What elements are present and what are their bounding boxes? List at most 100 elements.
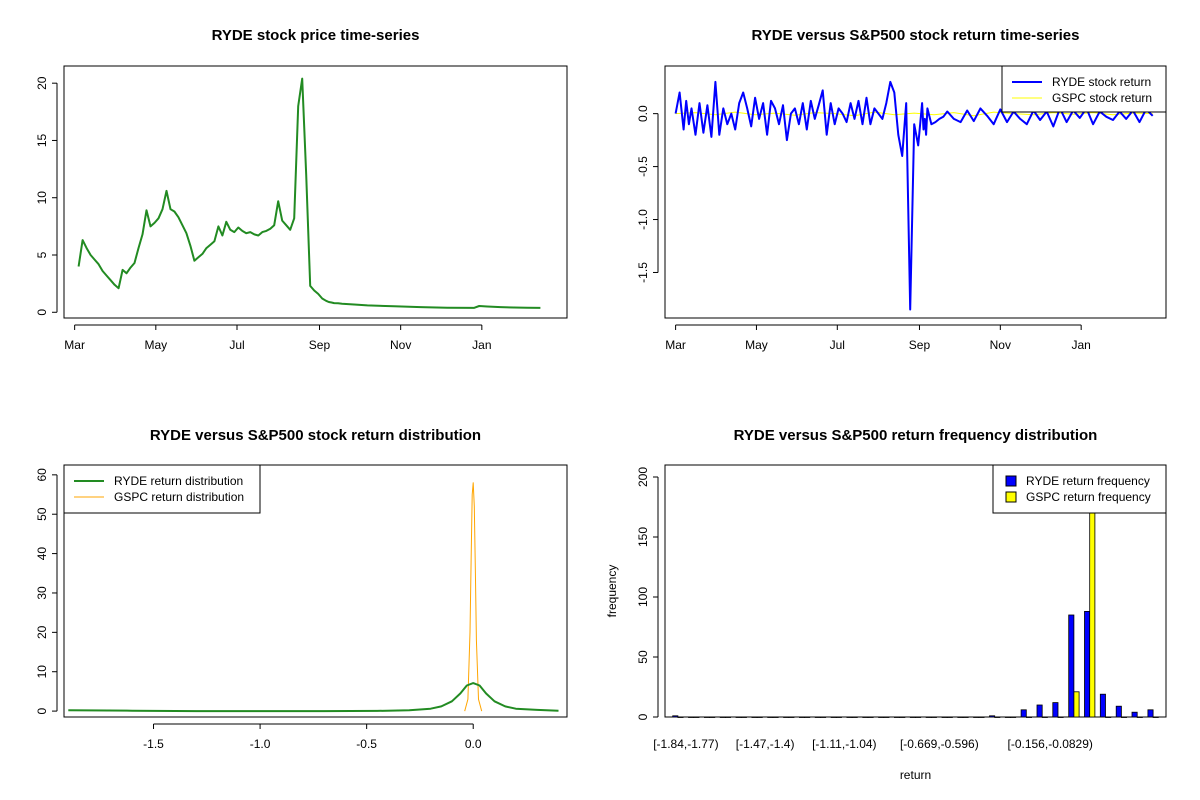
x-tick-label: -1.0 — [250, 737, 271, 751]
chart-title: RYDE stock price time-series — [212, 27, 420, 44]
ryde-frequency-bar — [973, 716, 980, 718]
ryde-frequency-bar — [957, 716, 964, 718]
x-tick-label: [-0.669,-0.596) — [900, 737, 979, 751]
ryde-frequency-bar — [1020, 709, 1027, 718]
gspc-frequency-bar — [820, 716, 827, 718]
ryde-frequency-bar — [688, 716, 695, 718]
gspc-frequency-bar — [1136, 716, 1143, 718]
y-tick-label: 0 — [35, 309, 49, 316]
chart-panel-4: RYDE versus S&P500 return frequency dist… — [605, 427, 1167, 782]
gspc-frequency-bar — [1121, 716, 1128, 718]
legend-entry: GSPC stock return — [1052, 91, 1152, 105]
chart-panel-1: RYDE stock price time-series 0 5 10 15 20 Mar M… — [35, 27, 568, 352]
ryde-frequency-bar — [878, 716, 885, 718]
ryde-frequency-bar — [735, 716, 742, 718]
x-tick-label: 0.0 — [465, 737, 482, 751]
ryde-frequency-bar — [925, 716, 932, 718]
ryde-frequency-bar — [941, 716, 948, 718]
gspc-frequency-bar — [788, 716, 795, 718]
ryde-frequency-bar — [1099, 693, 1106, 718]
ryde-frequency-bar — [1052, 702, 1059, 718]
ryde-frequency-bar — [751, 716, 758, 718]
x-tick-label: [-0.156,-0.0829) — [1008, 737, 1093, 751]
y-tick-label: 50 — [636, 650, 650, 664]
ryde-frequency-bar — [894, 716, 901, 718]
y-axis-title: frequency — [605, 565, 619, 618]
x-tick-label: Jan — [472, 338, 491, 352]
ryde-density-line — [68, 682, 559, 713]
legend-entry: RYDE return distribution — [114, 474, 243, 488]
y-tick-label: 0 — [636, 713, 650, 720]
x-tick-label: Mar — [665, 338, 686, 352]
ryde-frequency-bar — [909, 716, 916, 718]
gspc-frequency-bar — [962, 716, 969, 718]
ryde-return-line — [674, 80, 1154, 311]
ryde-frequency-bar — [672, 715, 679, 718]
gspc-frequency-bar — [835, 716, 842, 718]
ryde-frequency-bar — [830, 716, 837, 718]
gspc-frequency-bar — [899, 716, 906, 718]
x-tick-label: Jan — [1071, 338, 1090, 352]
ryde-frequency-bar — [1147, 709, 1154, 718]
x-axis-title: return — [900, 768, 931, 782]
x-tick-label: Jul — [830, 338, 845, 352]
gspc-frequency-bar — [1026, 716, 1033, 718]
y-tick-label: 0.0 — [636, 105, 650, 122]
chart-title: RYDE versus S&P500 stock return time-ser… — [752, 27, 1080, 44]
gspc-frequency-bar — [725, 716, 732, 718]
price-series-line — [77, 77, 541, 309]
x-tick-label: [-1.47,-1.4) — [736, 737, 795, 751]
gspc-frequency-bar — [693, 716, 700, 718]
gspc-frequency-bar — [1041, 716, 1048, 718]
ryde-frequency-bar — [862, 716, 869, 718]
gspc-frequency-bar — [804, 716, 811, 718]
x-tick-label: -1.5 — [143, 737, 164, 751]
chart-panel-2: RYDE versus S&P500 stock return time-ser… — [636, 27, 1167, 352]
legend-entry: GSPC return distribution — [114, 490, 244, 504]
gspc-frequency-bar — [1073, 691, 1080, 718]
plot-frame — [63, 65, 568, 319]
gspc-frequency-bar — [677, 716, 684, 718]
y-tick-label: 20 — [35, 76, 49, 90]
y-tick-label: 50 — [35, 507, 49, 521]
gspc-frequency-bar — [978, 716, 985, 718]
chart-title: RYDE versus S&P500 stock return distribu… — [150, 427, 481, 444]
x-tick-label: Sep — [309, 338, 331, 352]
ryde-frequency-bar — [1084, 611, 1091, 718]
gspc-frequency-bar — [883, 716, 890, 718]
x-tick-label: Sep — [909, 338, 931, 352]
ryde-frequency-bar — [1004, 716, 1011, 718]
gspc-frequency-bar — [994, 716, 1001, 718]
ryde-frequency-bar — [719, 716, 726, 718]
gspc-frequency-bar — [915, 716, 922, 718]
y-tick-label: 10 — [35, 191, 49, 205]
y-tick-label: -0.5 — [636, 156, 650, 177]
y-tick-label: 20 — [35, 625, 49, 639]
x-tick-label: Nov — [990, 338, 1011, 352]
gspc-frequency-bar — [930, 716, 937, 718]
gspc-frequency-bar — [709, 716, 716, 718]
gspc-density-line — [464, 482, 483, 712]
y-tick-label: -1.0 — [636, 209, 650, 230]
y-tick-label: 5 — [35, 251, 49, 258]
gspc-frequency-bar — [851, 716, 858, 718]
gspc-frequency-bar — [756, 716, 763, 718]
ryde-frequency-bar — [1131, 711, 1138, 718]
x-tick-label: [-1.11,-1.04) — [812, 737, 876, 751]
ryde-frequency-bar — [704, 716, 711, 718]
y-tick-label: 0 — [35, 707, 49, 714]
gspc-frequency-bar — [1152, 716, 1159, 718]
legend-box — [63, 464, 261, 514]
ryde-frequency-bar — [1115, 705, 1122, 718]
legend-entry: RYDE stock return — [1052, 75, 1151, 89]
gspc-frequency-bar — [1057, 716, 1064, 718]
chart-panel-3: RYDE versus S&P500 stock return distribu… — [35, 427, 568, 751]
y-tick-label: -1.5 — [636, 262, 650, 283]
gspc-frequency-bar — [867, 716, 874, 718]
x-tick-label: -0.5 — [356, 737, 377, 751]
legend-box — [992, 464, 1167, 514]
legend-box — [1001, 65, 1167, 113]
ryde-frequency-bar — [799, 716, 806, 718]
